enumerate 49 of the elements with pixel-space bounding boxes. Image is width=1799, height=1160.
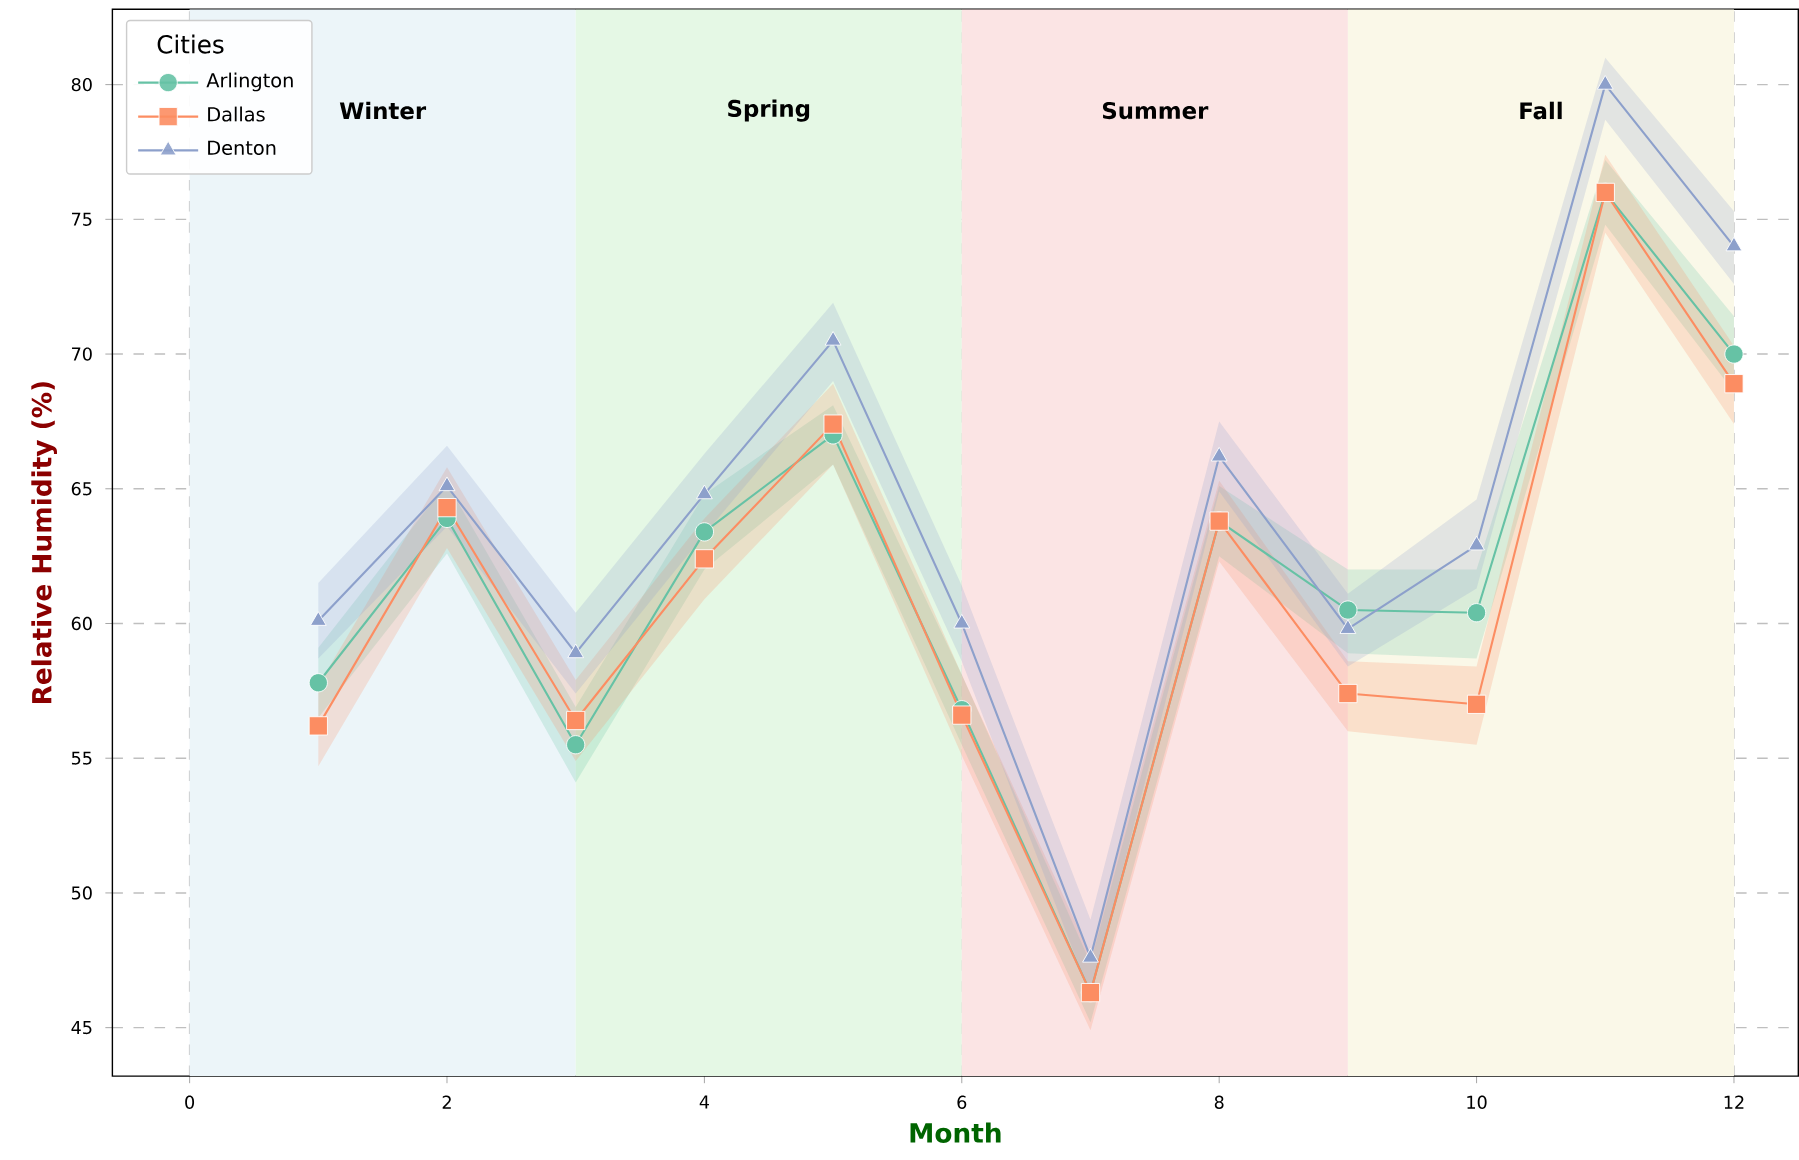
y-tick-label: 80 (71, 77, 92, 92)
point (567, 643, 585, 659)
band-label: Fall (1520, 101, 1562, 120)
point (566, 735, 586, 755)
legend-title: Cities (157, 34, 224, 54)
point (309, 611, 327, 626)
point (1468, 535, 1485, 551)
x-tick-label: 4 (699, 1095, 710, 1109)
y-tick-label: 65 (71, 482, 92, 496)
point (1210, 446, 1228, 462)
point (438, 476, 456, 492)
point (823, 414, 843, 434)
point (1725, 236, 1743, 252)
point (696, 484, 713, 500)
y-tick-label: 60 (71, 616, 92, 631)
point (694, 549, 714, 569)
y-tick-label: 50 (71, 886, 92, 900)
x-tick-label: 10 (1467, 1095, 1487, 1109)
point (1724, 344, 1744, 364)
point (1466, 694, 1487, 714)
point (694, 522, 714, 542)
point (952, 705, 972, 725)
point (1724, 374, 1744, 394)
band-label: Winter (339, 101, 427, 120)
x-tick-label: 8 (1214, 1095, 1224, 1109)
x-tick-label: 6 (957, 1095, 967, 1109)
point (437, 498, 457, 518)
y-tick-label: 70 (72, 347, 92, 361)
point (308, 673, 328, 693)
x-axis-title: Month (910, 1122, 1001, 1143)
point (1338, 600, 1358, 620)
point (308, 716, 328, 736)
x-tick-label: 12 (1724, 1095, 1744, 1109)
point (1466, 603, 1487, 623)
legend-label: Arlington (206, 72, 293, 92)
legend-label: Dallas (208, 106, 265, 122)
point (566, 710, 586, 731)
band-label: Spring (728, 99, 810, 122)
y-tick-label: 55 (71, 751, 92, 765)
x-tick-label: 0 (185, 1095, 195, 1109)
point (1596, 75, 1614, 90)
y-tick-label: 45 (71, 1021, 92, 1035)
point (1338, 684, 1358, 704)
band-label: Summer (1102, 101, 1209, 120)
y-axis-title: Relative Humidity (%) (31, 382, 57, 704)
legend-label: Denton (208, 140, 276, 156)
point (824, 331, 842, 346)
y-tick-label: 75 (72, 212, 92, 226)
x-tick-label: 2 (442, 1095, 451, 1109)
